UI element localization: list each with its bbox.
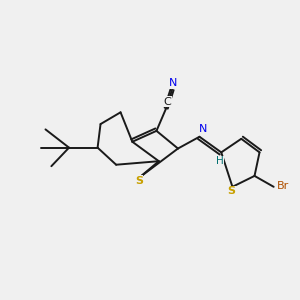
Text: Br: Br: [277, 181, 289, 191]
Text: C: C: [164, 97, 171, 107]
Text: N: N: [169, 78, 178, 88]
Text: S: S: [135, 176, 143, 186]
Text: S: S: [227, 186, 235, 196]
Text: N: N: [199, 124, 207, 134]
Text: H: H: [216, 156, 224, 166]
